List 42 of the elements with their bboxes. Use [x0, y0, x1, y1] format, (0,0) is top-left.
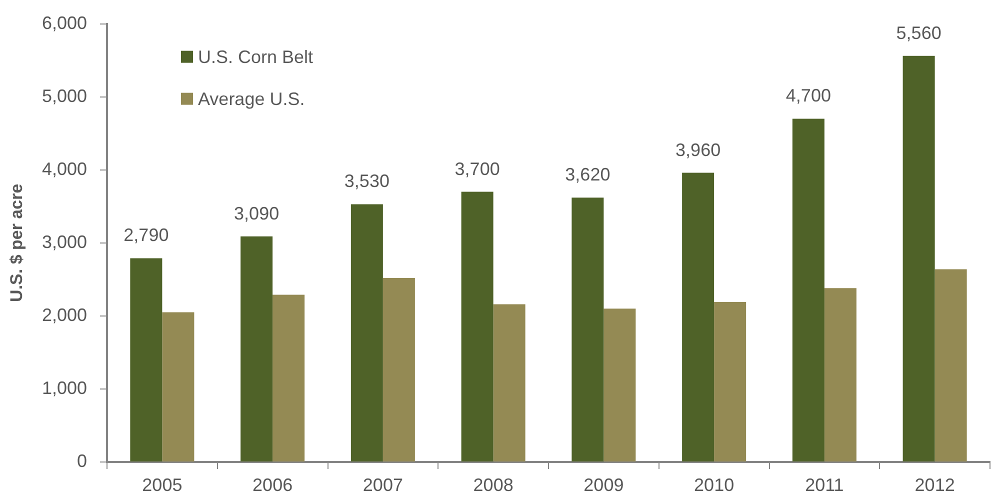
x-tick-label: 2009: [584, 474, 624, 495]
bar: [461, 192, 494, 462]
x-tick-label: 2008: [473, 474, 514, 495]
x-tick-label: 2006: [252, 474, 293, 495]
data-label: 3,960: [676, 140, 721, 160]
data-label: 5,560: [896, 22, 942, 43]
y-tick-label: 6,000: [42, 12, 87, 33]
bar: [604, 308, 636, 462]
bar: [824, 288, 856, 462]
x-tick-label: 2007: [362, 474, 403, 495]
data-label: 4,700: [786, 86, 831, 106]
bar: [902, 56, 935, 462]
data-label: 3,620: [565, 164, 610, 185]
bar: [162, 312, 194, 462]
legend-label: U.S. Corn Belt: [198, 46, 314, 67]
data-label: 2,790: [124, 225, 169, 246]
y-tick-label: 4,000: [42, 158, 87, 179]
data-label: 3,090: [234, 203, 280, 224]
y-tick-label: 5,000: [42, 86, 87, 106]
bar: [350, 204, 383, 462]
x-tick-label: 2012: [914, 474, 955, 495]
bar: [714, 302, 746, 462]
bar: [572, 198, 604, 462]
bar: [792, 118, 824, 462]
bar: [382, 278, 415, 462]
bar: [493, 304, 526, 462]
bar: [934, 269, 967, 462]
y-tick-label: 0: [76, 450, 87, 471]
x-tick-label: 2005: [142, 474, 182, 495]
x-tick-label: 2011: [805, 474, 844, 495]
legend-label: Average U.S.: [198, 88, 305, 109]
bar: [240, 236, 273, 462]
data-label: 3,700: [454, 158, 500, 179]
bar: [130, 258, 162, 462]
x-tick-label: 2010: [694, 474, 734, 495]
bar: [682, 172, 714, 462]
y-tick-label: 2,000: [42, 304, 87, 325]
y-axis-title: U.S. $ per acre: [6, 184, 26, 302]
y-tick-label: 3,000: [42, 232, 87, 252]
data-label: 3,530: [344, 171, 390, 192]
bar: [272, 294, 305, 462]
y-tick-label: 1,000: [42, 378, 87, 398]
